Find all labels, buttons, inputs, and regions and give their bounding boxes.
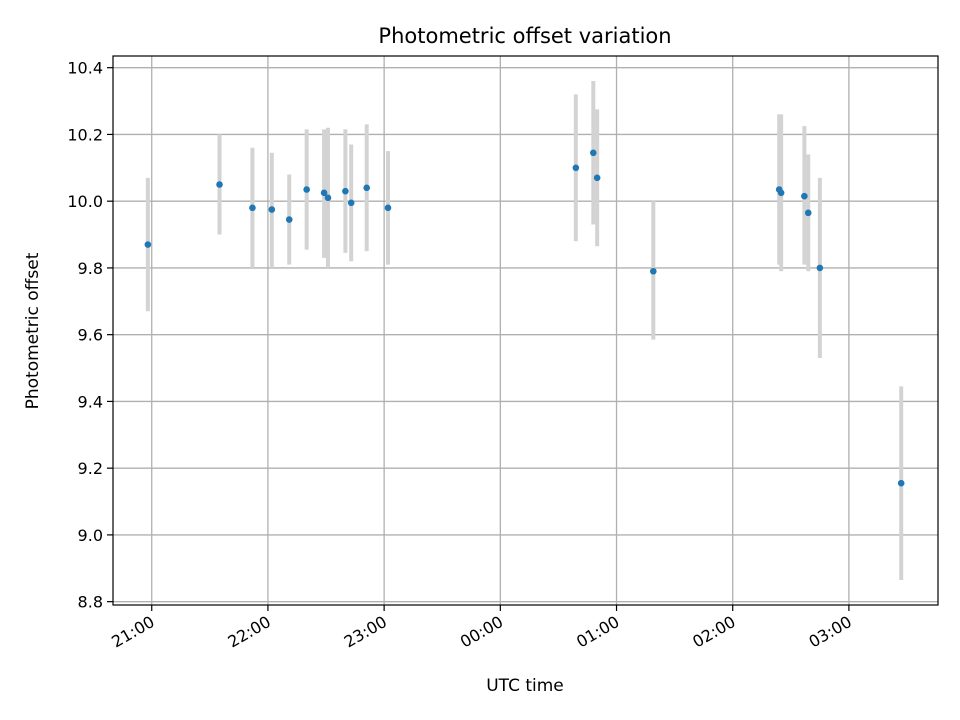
y-tick-label: 9.0 — [78, 526, 103, 545]
y-tick-label: 9.8 — [78, 259, 103, 278]
data-point — [268, 206, 276, 213]
data-point — [303, 186, 310, 193]
y-tick-label: 8.8 — [78, 593, 103, 612]
y-tick-label: 9.4 — [78, 392, 103, 411]
data-point — [650, 267, 657, 275]
x-axis-label: UTC time — [486, 676, 564, 696]
data-point — [363, 184, 370, 192]
axes-frame — [112, 55, 939, 606]
data-point — [804, 209, 812, 217]
data-point — [816, 264, 824, 272]
data-point — [320, 189, 328, 197]
y-tick-label: 10.2 — [67, 125, 103, 144]
data-point — [897, 479, 905, 487]
y-tick-label: 10.0 — [67, 192, 103, 211]
data-point — [216, 181, 223, 188]
data-point — [342, 187, 349, 195]
data-point — [589, 149, 597, 157]
data-point — [384, 204, 392, 212]
chart-title: Photometric offset variation — [378, 24, 671, 48]
data-point — [777, 189, 785, 197]
y-tick-label: 9.6 — [78, 326, 103, 345]
data-point — [572, 164, 580, 172]
data-point — [593, 174, 601, 182]
plot-area: 21:00 22:00 23:00 00:00 01:00 02:00 03:008.89.… — [67, 55, 939, 652]
data-point — [324, 194, 332, 202]
y-tick-label: 10.4 — [67, 59, 103, 78]
data-point — [285, 216, 293, 223]
y-axis-label: Photometric offset — [23, 252, 43, 409]
data-point — [347, 199, 355, 207]
y-tick-label: 9.2 — [78, 459, 103, 478]
data-point — [144, 241, 152, 248]
data-point — [801, 192, 808, 200]
data-point — [249, 204, 256, 212]
